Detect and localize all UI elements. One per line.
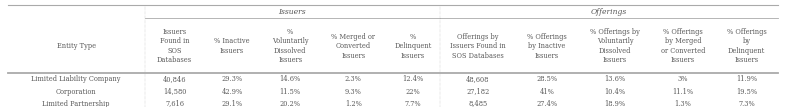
Text: 2.3%: 2.3% xyxy=(345,75,362,83)
Text: Issuers
Found in
SOS
Databases: Issuers Found in SOS Databases xyxy=(157,28,193,64)
Text: 11.9%: 11.9% xyxy=(736,75,757,83)
Text: %
Delinquent
Issuers: % Delinquent Issuers xyxy=(394,33,432,60)
Text: 12.4%: 12.4% xyxy=(402,75,424,83)
Text: 29.1%: 29.1% xyxy=(222,100,243,107)
Text: 11.1%: 11.1% xyxy=(672,88,693,96)
Text: 27.4%: 27.4% xyxy=(536,100,557,107)
Text: % Offerings
by Inactive
Issuers: % Offerings by Inactive Issuers xyxy=(527,33,567,60)
Text: 27,182: 27,182 xyxy=(466,88,490,96)
Text: 9.3%: 9.3% xyxy=(345,88,362,96)
Text: 29.3%: 29.3% xyxy=(222,75,243,83)
Text: 19.5%: 19.5% xyxy=(736,88,757,96)
Text: 28.5%: 28.5% xyxy=(536,75,557,83)
Text: % Offerings by
Voluntarily
Dissolved
Issuers: % Offerings by Voluntarily Dissolved Iss… xyxy=(590,28,640,64)
Text: Corporation: Corporation xyxy=(56,88,97,96)
Text: 11.5%: 11.5% xyxy=(280,88,301,96)
Text: 40,846: 40,846 xyxy=(163,75,186,83)
Text: 7.3%: 7.3% xyxy=(738,100,755,107)
Text: Limited Partnership: Limited Partnership xyxy=(42,100,110,107)
Text: 20.2%: 20.2% xyxy=(280,100,301,107)
Text: 48,608: 48,608 xyxy=(466,75,490,83)
Text: Offerings by
Issuers Found in
SOS Databases: Offerings by Issuers Found in SOS Databa… xyxy=(450,33,505,60)
Text: % Offerings
by Merged
or Converted
Issuers: % Offerings by Merged or Converted Issue… xyxy=(661,28,705,64)
Text: 42.9%: 42.9% xyxy=(222,88,243,96)
Text: 14.6%: 14.6% xyxy=(280,75,301,83)
Text: % Inactive
Issuers: % Inactive Issuers xyxy=(214,37,250,55)
Text: 22%: 22% xyxy=(406,88,421,96)
Text: 1.3%: 1.3% xyxy=(674,100,691,107)
Text: 8,485: 8,485 xyxy=(468,100,487,107)
Text: 1.2%: 1.2% xyxy=(345,100,362,107)
Text: 7.7%: 7.7% xyxy=(405,100,421,107)
Text: Offerings: Offerings xyxy=(591,8,627,16)
Text: % Offerings
by
Delinquent
Issuers: % Offerings by Delinquent Issuers xyxy=(726,28,766,64)
Text: 18.9%: 18.9% xyxy=(604,100,626,107)
Text: 7,616: 7,616 xyxy=(165,100,184,107)
Text: Issuers: Issuers xyxy=(278,8,307,16)
Text: 13.6%: 13.6% xyxy=(604,75,626,83)
Text: % Merged or
Converted
Issuers: % Merged or Converted Issuers xyxy=(331,33,375,60)
Text: Entity Type: Entity Type xyxy=(57,42,96,50)
Text: 41%: 41% xyxy=(539,88,554,96)
Text: Limited Liability Company: Limited Liability Company xyxy=(31,75,121,83)
Text: 14,580: 14,580 xyxy=(163,88,186,96)
Text: %
Voluntarily
Dissolved
Issuers: % Voluntarily Dissolved Issuers xyxy=(272,28,309,64)
Text: 10.4%: 10.4% xyxy=(604,88,626,96)
Text: 3%: 3% xyxy=(678,75,688,83)
